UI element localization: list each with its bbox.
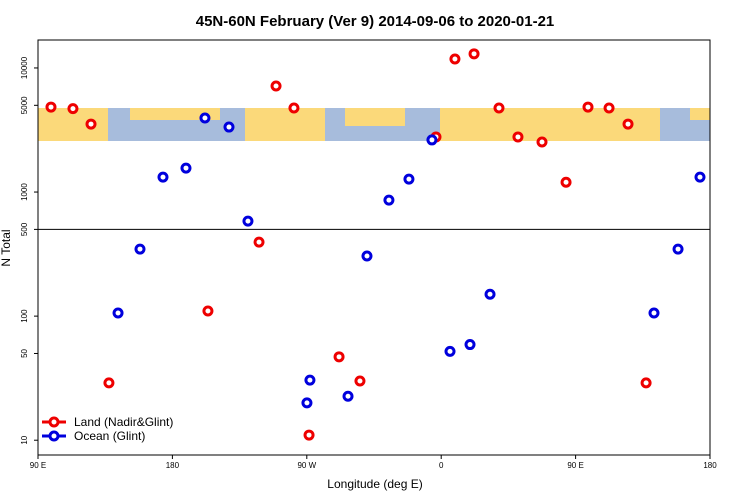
point [560,176,572,188]
point [270,80,282,92]
point [464,339,476,351]
y-axis-title: N Total [0,229,13,266]
point [603,102,615,114]
point [426,134,438,146]
point [180,162,192,174]
point [383,194,395,206]
point [199,112,211,124]
point [223,121,235,133]
point [67,103,79,115]
point [622,118,634,130]
point [253,236,265,248]
y-tick-label: 10000 [20,56,29,79]
plot-frame [37,39,711,456]
chart-title: 45N-60N February (Ver 9) 2014-09-06 to 2… [196,13,555,30]
point [512,131,524,143]
x-tick-label: 90 W [297,461,316,470]
point [672,243,684,255]
point [361,250,373,262]
point [468,48,480,60]
x-tick-label: 90 E [567,461,583,470]
point [342,390,354,402]
point [202,305,214,317]
legend-label: Ocean (Glint) [74,429,145,443]
y-tick-label: 500 [20,222,29,236]
point [444,345,456,357]
point [103,377,115,389]
point [493,102,505,114]
point [301,397,313,409]
map-band [38,108,710,141]
point [484,288,496,300]
point [304,374,316,386]
point [85,118,97,130]
x-tick-label: 180 [166,461,180,470]
point [582,101,594,113]
point [157,171,169,183]
x-tick-label: 90 E [30,461,46,470]
point [449,53,461,65]
point [403,173,415,185]
y-tick-label: 100 [20,309,29,323]
legend-marker [48,430,60,442]
point [333,351,345,363]
point [112,307,124,319]
x-tick-label: 0 [439,461,444,470]
y-tick-label: 5000 [20,96,29,114]
point [242,215,254,227]
point [303,429,315,441]
x-tick-label: 180 [703,461,717,470]
legend-marker [48,416,60,428]
point [288,102,300,114]
point [648,307,660,319]
y-tick-label: 10 [20,435,29,444]
y-tick-label: 50 [20,348,29,357]
y-tick-label: 1000 [20,183,29,201]
point [694,171,706,183]
legend-label: Land (Nadir&Glint) [74,415,173,429]
point [640,377,652,389]
point [45,101,57,113]
point [134,243,146,255]
x-axis-title: Longitude (deg E) [327,477,422,491]
point [536,136,548,148]
point [354,375,366,387]
